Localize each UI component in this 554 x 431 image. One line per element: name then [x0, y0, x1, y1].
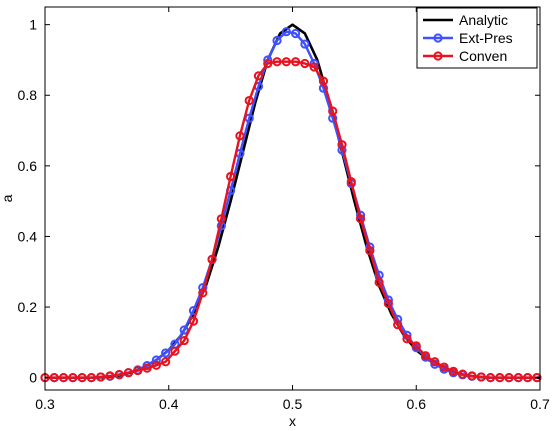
legend-label: Conven [459, 48, 507, 64]
data-point [96, 372, 106, 382]
y-tick-label: 0.8 [18, 87, 38, 103]
ticks-layer: 0.3 0.4 0.5 0.6 0.7 0 0.2 0.4 0.6 0.8 1 [18, 7, 550, 412]
data-point [402, 334, 412, 344]
data-point [281, 57, 291, 67]
legend-item: Conven [423, 48, 507, 64]
y-tick-label: 0 [29, 370, 37, 386]
data-point [216, 214, 226, 224]
y-tick-label: 0.2 [18, 299, 38, 315]
data-point [281, 27, 291, 37]
data-point [179, 335, 189, 346]
data-point [513, 373, 523, 383]
data-point [179, 325, 189, 335]
legend-label: Analytic [459, 12, 508, 28]
data-point [114, 369, 124, 380]
legend-marker [433, 33, 443, 43]
data-point [318, 76, 329, 86]
data-point [485, 373, 496, 383]
data-point [328, 106, 338, 116]
series-layer [40, 23, 542, 383]
data-point [133, 365, 143, 376]
data-point [476, 372, 486, 382]
data-point [355, 214, 366, 224]
data-point [49, 373, 59, 383]
data-point [504, 373, 514, 383]
data-point [383, 298, 394, 309]
data-point [411, 341, 421, 351]
data-point [467, 371, 477, 381]
data-point [346, 177, 356, 187]
y-tick-label: 1 [29, 17, 37, 33]
data-point [523, 373, 533, 383]
legend-label: Ext-Pres [459, 30, 513, 46]
legend: Analytic Ext-Pres Conven [416, 7, 538, 69]
data-point [272, 35, 282, 46]
data-point [420, 351, 431, 361]
data-point [300, 58, 310, 69]
data-point [161, 357, 171, 367]
x-tick-label: 0.3 [35, 396, 55, 412]
data-point [68, 373, 78, 383]
data-point [198, 288, 208, 298]
data-point [393, 320, 403, 330]
x-tick-label: 0.7 [530, 396, 550, 412]
data-point [244, 95, 254, 106]
data-point [337, 140, 347, 150]
x-tick-label: 0.6 [407, 396, 427, 412]
data-point [151, 360, 161, 370]
data-point [253, 71, 264, 81]
data-point [448, 366, 458, 376]
data-point [123, 368, 134, 378]
data-point [532, 373, 542, 383]
data-point [309, 62, 319, 72]
data-point [263, 58, 273, 69]
data-point [58, 373, 69, 383]
data-point [439, 362, 449, 372]
data-point [161, 348, 171, 358]
data-point [77, 373, 87, 383]
legend-item: Analytic [423, 12, 508, 28]
x-axis-label: x [289, 413, 296, 429]
series-conven [40, 57, 542, 383]
legend-item: Ext-Pres [423, 30, 513, 46]
data-point [495, 373, 505, 383]
data-point [105, 371, 115, 381]
x-tick-label: 0.5 [283, 396, 303, 412]
x-tick-label: 0.4 [159, 396, 179, 412]
data-point [207, 254, 217, 264]
data-point [86, 373, 97, 383]
data-point [188, 316, 199, 326]
data-point [374, 277, 384, 287]
data-point [142, 363, 152, 373]
data-point [235, 131, 245, 141]
data-point [430, 357, 440, 367]
y-tick-label: 0.6 [18, 158, 38, 174]
data-point [458, 369, 468, 379]
legend-marker [433, 51, 443, 61]
y-tick-label: 0.4 [18, 228, 38, 244]
y-axis-label: a [0, 194, 15, 202]
data-point [290, 28, 301, 39]
series-line [45, 60, 537, 379]
data-point [226, 171, 236, 182]
data-point [290, 57, 301, 67]
data-point [170, 346, 180, 356]
data-point [300, 39, 310, 49]
data-point [365, 245, 375, 256]
data-point [272, 57, 282, 67]
data-point [151, 355, 161, 365]
